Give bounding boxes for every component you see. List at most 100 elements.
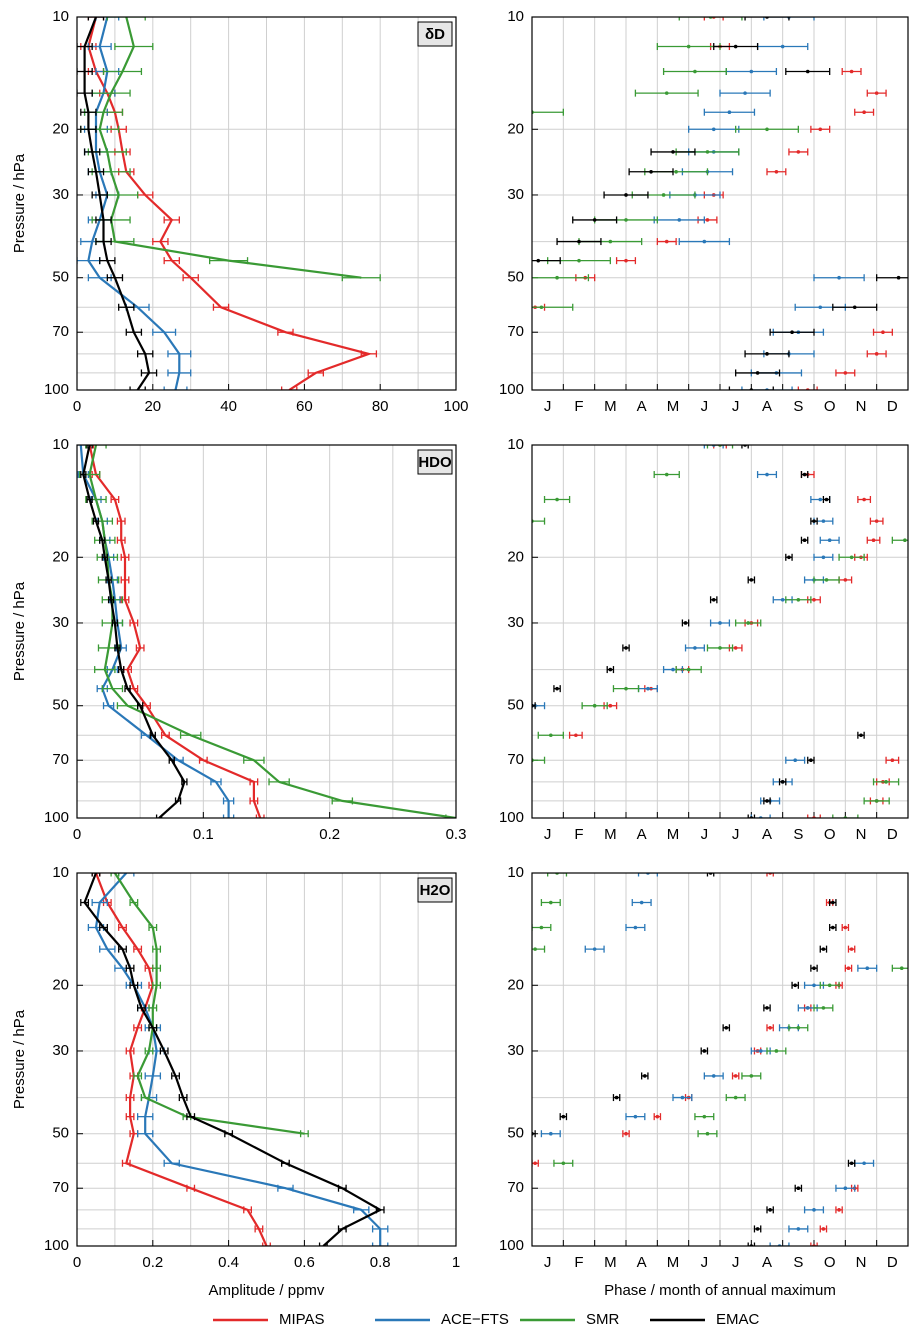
error-bar	[163, 257, 180, 265]
phase-point	[532, 303, 574, 311]
y-tick-label: 20	[507, 120, 524, 137]
error-bar	[307, 369, 325, 377]
point	[664, 472, 669, 477]
error-bar	[80, 471, 87, 479]
error-bar	[182, 274, 199, 282]
point	[702, 1049, 707, 1053]
y-tick-label: 70	[52, 751, 69, 768]
panel: 10 20 30 50 70 100 J F M A M J J A S O N D	[499, 8, 909, 415]
error-bar	[101, 685, 124, 693]
error-bar	[243, 1206, 252, 1214]
error-bar	[114, 43, 154, 51]
phase-point	[788, 1225, 809, 1233]
error-bar	[120, 553, 130, 561]
phase-point	[735, 125, 799, 133]
phase-point	[810, 517, 818, 525]
series-line	[94, 873, 382, 1246]
point	[827, 983, 832, 988]
legend-label: SMR	[586, 1311, 620, 1328]
x-tick-label: F	[574, 826, 583, 843]
error-bar	[341, 274, 381, 282]
error-bar	[281, 1159, 290, 1167]
phase-point	[857, 731, 865, 739]
x-tick-label: S	[793, 1254, 803, 1271]
point	[837, 1208, 841, 1212]
point	[849, 69, 854, 74]
legend-item: EMAC	[650, 1311, 760, 1328]
point	[812, 597, 816, 602]
error-bar	[83, 148, 101, 156]
phase-point	[791, 981, 799, 989]
y-tick-label: 20	[52, 548, 69, 565]
phase-point	[810, 964, 818, 972]
phase-point	[572, 216, 618, 224]
phase-point	[532, 274, 590, 282]
y-tick-label: 10	[52, 436, 69, 453]
phase-point	[735, 619, 762, 627]
phase-point	[622, 644, 630, 652]
x-tick-label: J	[701, 398, 709, 415]
x-tick-label: 1	[452, 1254, 460, 1271]
plot-area	[532, 873, 908, 1246]
y-tick-label: 30	[507, 614, 524, 631]
x-tick-label: 0.2	[142, 1254, 163, 1271]
phase-point	[838, 553, 865, 561]
point	[718, 646, 722, 650]
x-tick-label: 0	[73, 1254, 81, 1271]
error-bar	[77, 68, 93, 76]
point	[821, 519, 826, 523]
phase-point	[869, 517, 884, 525]
x-tick-label: N	[856, 826, 867, 843]
x-axis-label: Amplitude / ppmv	[209, 1282, 325, 1299]
point	[827, 538, 832, 543]
error-bar	[77, 89, 93, 97]
error-bar	[167, 350, 192, 358]
error-bar	[85, 445, 107, 449]
phase-point	[559, 1113, 568, 1121]
phase-point	[625, 1113, 646, 1121]
point	[874, 352, 879, 356]
phase-point	[543, 496, 571, 504]
error-bar	[198, 756, 208, 764]
error-bar	[86, 496, 93, 504]
x-tick-label: M	[604, 826, 617, 843]
phase-point	[672, 1094, 693, 1102]
error-bar	[174, 797, 182, 805]
point	[555, 686, 559, 691]
phase-point	[622, 1130, 630, 1138]
error-bar	[95, 238, 112, 246]
error-bar	[222, 814, 235, 818]
phase-point	[778, 778, 787, 786]
error-bar	[129, 899, 139, 907]
error-bar	[222, 797, 235, 805]
point	[677, 218, 682, 222]
point	[787, 555, 791, 560]
error-bar	[140, 1094, 150, 1102]
point	[639, 900, 644, 905]
point	[812, 983, 816, 988]
frame	[76, 444, 457, 819]
error-bar	[152, 945, 162, 953]
point	[649, 169, 653, 174]
error-bar	[120, 576, 130, 584]
phase-point	[540, 899, 561, 907]
y-tick-label: 50	[507, 1125, 524, 1142]
phase-point	[835, 1184, 856, 1192]
y-axis-label: Pressure / hPa	[11, 153, 28, 253]
panel-tag: δD	[425, 26, 445, 43]
point	[849, 555, 854, 560]
error-bar	[101, 553, 108, 561]
point	[805, 69, 810, 74]
error-bar	[167, 369, 192, 377]
error-bar	[210, 778, 222, 786]
point	[796, 597, 801, 602]
error-bar	[135, 644, 145, 652]
error-bar	[87, 168, 105, 176]
point	[624, 193, 628, 197]
phase-point	[891, 536, 908, 544]
error-bar	[178, 1094, 188, 1102]
y-tick-label: 100	[44, 809, 69, 826]
point	[693, 646, 697, 650]
x-tick-label: J	[701, 826, 709, 843]
point	[749, 1074, 754, 1078]
